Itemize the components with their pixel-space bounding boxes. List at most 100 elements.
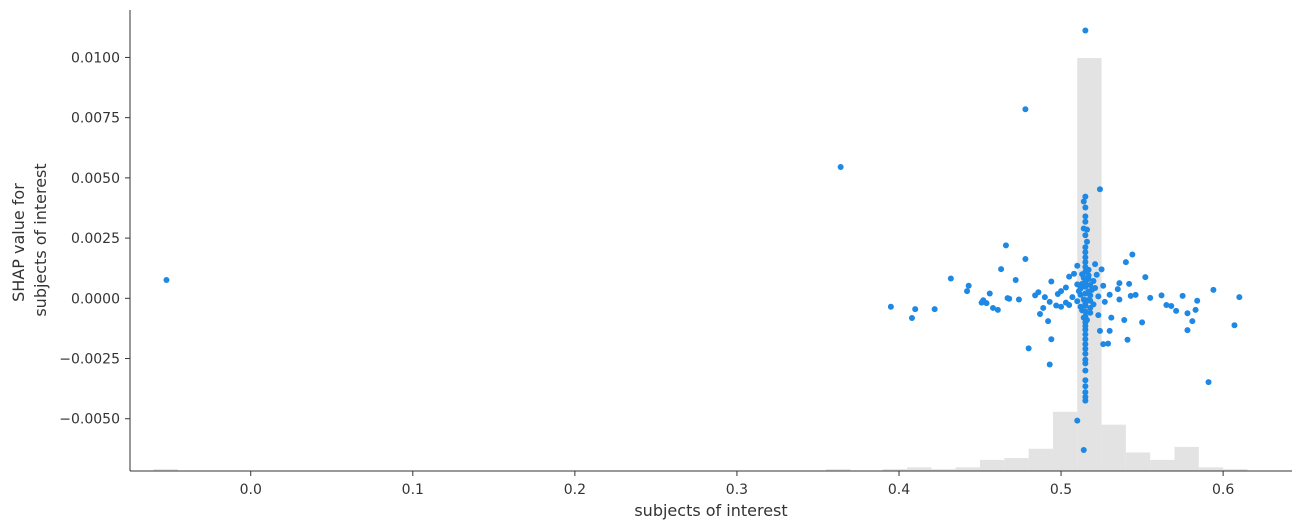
data-point — [1053, 302, 1060, 309]
data-point — [1080, 198, 1087, 205]
histogram-bar — [1004, 458, 1029, 471]
data-point — [1074, 281, 1081, 288]
data-point — [1124, 336, 1131, 343]
data-point — [1205, 379, 1212, 386]
data-point — [1054, 290, 1061, 297]
data-point — [1090, 277, 1097, 284]
data-point — [1040, 304, 1047, 311]
data-point — [1074, 262, 1081, 269]
histogram-bar — [1174, 446, 1199, 471]
data-point — [1066, 273, 1073, 280]
data-point — [1062, 284, 1069, 291]
data-point — [163, 277, 170, 284]
data-point — [1032, 292, 1039, 299]
data-point — [1082, 232, 1089, 239]
data-point — [1163, 302, 1170, 309]
data-point — [1127, 292, 1134, 299]
data-point — [1142, 274, 1149, 281]
data-point — [1087, 282, 1094, 289]
y-tick-label: 0.0025 — [71, 231, 120, 247]
data-point — [1066, 302, 1073, 309]
data-point — [1098, 266, 1105, 273]
data-point — [989, 304, 996, 311]
data-point — [1093, 271, 1100, 278]
y-tick-label: −0.0025 — [59, 352, 120, 368]
data-point — [1083, 297, 1090, 304]
data-point — [1082, 244, 1089, 251]
data-point — [1082, 350, 1089, 357]
histogram-bar — [1223, 469, 1248, 471]
y-axis-label: SHAP value for subjects of interest — [9, 163, 50, 316]
y-axis-label-line-1: SHAP value for — [9, 183, 28, 302]
data-point — [1082, 383, 1089, 390]
data-point — [1082, 254, 1089, 261]
data-point — [1022, 256, 1029, 263]
data-point — [1079, 271, 1086, 278]
data-point — [1092, 261, 1099, 268]
histogram-bar — [1101, 424, 1126, 471]
data-point — [1082, 397, 1089, 404]
data-point — [1025, 345, 1032, 352]
data-point — [1077, 303, 1084, 310]
data-point — [1022, 106, 1029, 113]
data-point — [1179, 292, 1186, 299]
x-tick-label: 0.5 — [1050, 482, 1072, 498]
histogram-layer — [153, 58, 1248, 471]
data-point — [1087, 292, 1094, 299]
data-point — [1082, 377, 1089, 384]
y-tick-label: 0.0000 — [71, 291, 120, 307]
data-point — [1095, 293, 1102, 300]
data-point — [1082, 27, 1089, 34]
data-point — [1046, 361, 1053, 368]
data-point — [1036, 310, 1043, 317]
data-point — [1095, 312, 1102, 319]
data-point — [1002, 242, 1009, 249]
data-point — [983, 300, 990, 307]
x-tick-label: 0.4 — [888, 482, 910, 498]
data-point — [908, 315, 915, 322]
data-point — [1074, 298, 1081, 305]
data-point — [1048, 278, 1055, 285]
data-point — [1004, 295, 1011, 302]
data-point — [1194, 297, 1201, 304]
histogram-bar — [955, 467, 981, 471]
data-point — [1122, 259, 1129, 266]
data-point — [837, 164, 844, 171]
data-point — [1082, 331, 1089, 338]
data-point — [1082, 249, 1089, 256]
data-point — [1082, 313, 1089, 320]
data-point — [1114, 286, 1121, 293]
data-point — [1082, 326, 1089, 333]
x-ticks-layer: 0.0 0.1 0.2 0.3 0.4 0.5 0.6 — [240, 471, 1234, 498]
histogram-bar — [1198, 467, 1224, 471]
y-tick-label: 0.0075 — [71, 111, 120, 127]
data-point — [1096, 186, 1103, 193]
data-point — [994, 306, 1001, 313]
scatter-points-layer — [163, 27, 1243, 454]
histogram-bar — [980, 459, 1005, 471]
data-point — [998, 266, 1005, 273]
data-point — [1069, 294, 1076, 301]
data-point — [1121, 316, 1128, 323]
data-point — [1083, 226, 1090, 233]
data-point — [1082, 218, 1089, 225]
data-point — [1139, 319, 1146, 326]
data-point — [947, 275, 954, 282]
histogram-bar — [907, 467, 932, 471]
data-point — [965, 282, 972, 289]
data-point — [1100, 282, 1107, 289]
histogram-bar — [1150, 459, 1175, 471]
histogram-bar — [1125, 452, 1151, 471]
data-point — [1082, 290, 1089, 297]
data-point — [1082, 341, 1089, 348]
data-point — [1210, 286, 1217, 293]
data-point — [1048, 336, 1055, 343]
data-point — [1045, 318, 1052, 325]
data-point — [1075, 288, 1082, 295]
data-point — [1083, 238, 1090, 245]
data-point — [1129, 251, 1136, 258]
axes-layer — [129, 10, 1292, 472]
x-tick-label: 0.6 — [1212, 482, 1234, 498]
x-tick-label: 0.0 — [240, 482, 262, 498]
data-point — [1082, 308, 1089, 315]
